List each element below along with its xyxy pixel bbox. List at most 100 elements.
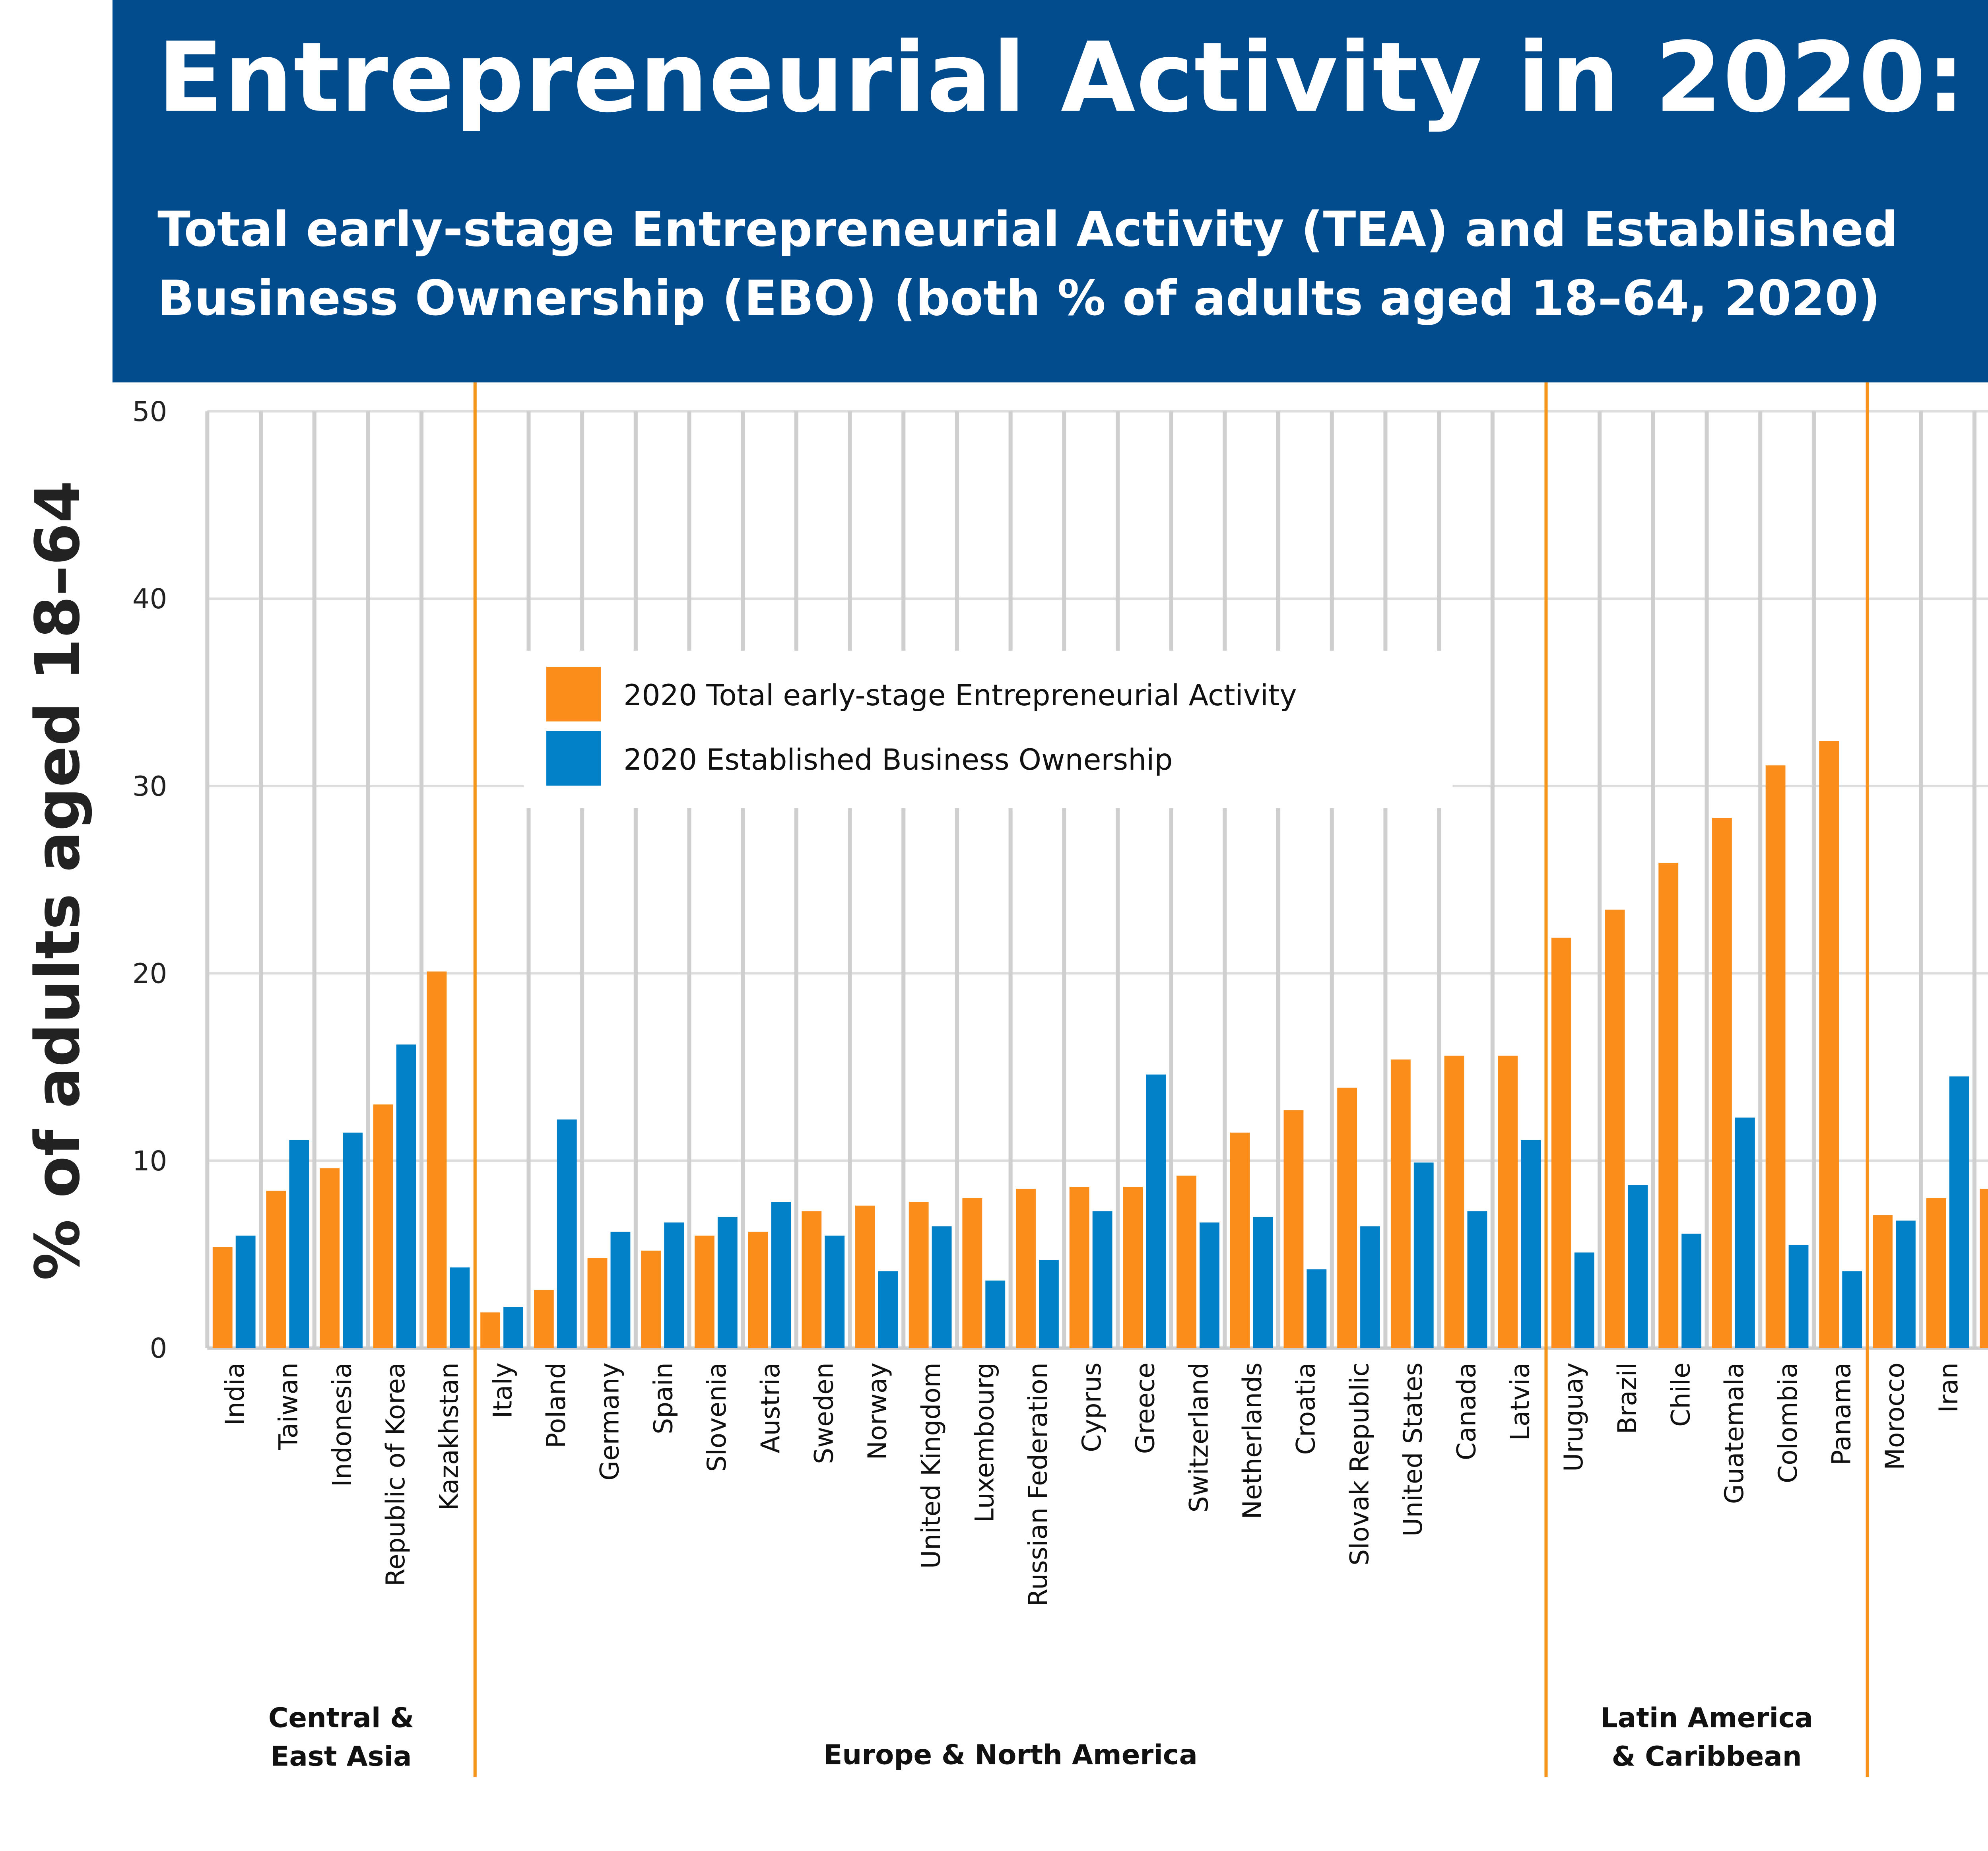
- y-tick-label: 20: [132, 958, 167, 990]
- legend-box: [524, 650, 1453, 808]
- bar-tea-16: [1069, 1187, 1089, 1348]
- bar-tea-30: [1819, 741, 1839, 1348]
- region-dividers: [473, 382, 1869, 1777]
- bar-ebo-21: [1360, 1226, 1380, 1348]
- bar-ebo-24: [1521, 1140, 1541, 1348]
- region-label: Central &: [268, 1702, 414, 1734]
- bar-ebo-3: [396, 1044, 416, 1348]
- bar-tea-3: [373, 1104, 393, 1348]
- bar-ebo-5: [503, 1307, 523, 1348]
- bar-ebo-29: [1788, 1245, 1809, 1348]
- bar-ebo-16: [1092, 1211, 1112, 1348]
- x-tick-label: Kazakhstan: [435, 1362, 464, 1511]
- x-tick-label: Italy: [488, 1362, 518, 1418]
- bar-ebo-23: [1467, 1211, 1487, 1348]
- bar-tea-2: [320, 1168, 340, 1348]
- region-label: East Asia: [271, 1741, 412, 1773]
- x-tick-label: Guatemala: [1720, 1362, 1749, 1504]
- x-tick-label: Morocco: [1880, 1362, 1910, 1470]
- bar-ebo-17: [1146, 1074, 1166, 1348]
- bar-ebo-18: [1200, 1222, 1219, 1348]
- bar-tea-27: [1658, 863, 1679, 1348]
- x-tick-label: Poland: [542, 1362, 571, 1448]
- bar-ebo-28: [1735, 1118, 1755, 1348]
- x-tick-label: Chile: [1666, 1362, 1696, 1427]
- bar-tea-19: [1230, 1132, 1250, 1348]
- x-tick-label: Republic of Korea: [381, 1362, 411, 1586]
- axis-labels: 0 10 20 30 40 50 Central & East Asia Europe & No…: [132, 396, 1988, 1773]
- bar-ebo-14: [985, 1281, 1006, 1348]
- bar-tea-14: [962, 1198, 982, 1348]
- legend-label: 2020 Established Business Ownership: [623, 743, 1173, 777]
- x-tick-label: Uruguay: [1559, 1362, 1589, 1472]
- bar-ebo-19: [1253, 1217, 1273, 1348]
- x-tick-label: Russian Federation: [1023, 1362, 1053, 1607]
- bar-tea-1: [266, 1190, 286, 1348]
- legend-swatch-1: [546, 731, 601, 786]
- x-tick-label: Iran: [1934, 1362, 1964, 1413]
- bar-tea-26: [1605, 910, 1625, 1348]
- x-tick-label: Switzerland: [1184, 1362, 1214, 1512]
- bar-ebo-9: [717, 1217, 738, 1348]
- header-banner: Entrepreneurial Activity in 2020: Total …: [112, 0, 1988, 382]
- region-label: Latin America: [1600, 1702, 1813, 1734]
- region-label: & Caribbean: [1611, 1741, 1802, 1773]
- bar-tea-31: [1873, 1215, 1893, 1348]
- x-tick-label: Sweden: [809, 1362, 839, 1464]
- bar-tea-8: [641, 1250, 661, 1348]
- bar-ebo-30: [1842, 1271, 1862, 1348]
- x-tick-label: India: [220, 1362, 250, 1426]
- x-tick-label: Germany: [595, 1362, 625, 1480]
- bar-tea-6: [534, 1290, 554, 1348]
- x-tick-label: Slovenia: [702, 1362, 732, 1472]
- bar-ebo-13: [932, 1226, 952, 1348]
- y-tick-label: 30: [132, 770, 167, 802]
- bar-ebo-4: [450, 1267, 470, 1348]
- bar-ebo-27: [1681, 1234, 1702, 1348]
- bar-ebo-2: [343, 1132, 363, 1348]
- x-tick-label: Taiwan: [274, 1362, 304, 1450]
- x-tick-label: United Kingdom: [916, 1362, 946, 1569]
- bar-tea-32: [1926, 1198, 1946, 1348]
- bar-tea-33: [1980, 1189, 1988, 1348]
- bar-ebo-10: [771, 1202, 791, 1348]
- page-subtitle: Total early-stage Entrepreneurial Activi…: [157, 202, 1898, 328]
- x-tick-label: Latvia: [1505, 1362, 1535, 1441]
- y-tick-label: 50: [132, 396, 167, 428]
- x-tick-label: Canada: [1452, 1362, 1482, 1460]
- legend: 2020 Total early-stage Entrepreneurial A…: [524, 650, 1453, 808]
- bar-tea-21: [1337, 1087, 1357, 1348]
- x-tick-label: Austria: [756, 1362, 786, 1453]
- x-tick-label: Spain: [648, 1362, 678, 1434]
- bar-tea-28: [1712, 818, 1732, 1348]
- page-title: Entrepreneurial Activity in 2020:: [157, 22, 1966, 135]
- bar-ebo-6: [557, 1119, 577, 1348]
- x-tick-label: United States: [1398, 1362, 1428, 1537]
- bar-tea-25: [1551, 937, 1571, 1348]
- bar-ebo-20: [1307, 1269, 1327, 1348]
- bar-ebo-7: [610, 1232, 631, 1348]
- x-tick-label: Croatia: [1291, 1362, 1321, 1455]
- bar-tea-20: [1283, 1110, 1304, 1348]
- bar-tea-17: [1123, 1187, 1143, 1348]
- y-tick-label: 0: [150, 1333, 167, 1364]
- bar-tea-13: [909, 1202, 929, 1348]
- bar-ebo-1: [289, 1140, 309, 1348]
- grid-layer: [205, 410, 1988, 1350]
- x-tick-label: Greece: [1131, 1362, 1161, 1454]
- x-tick-label: Panama: [1827, 1362, 1857, 1465]
- bar-ebo-22: [1413, 1162, 1434, 1348]
- bar-ebo-8: [664, 1222, 684, 1348]
- bar-tea-4: [427, 971, 447, 1348]
- bar-tea-9: [694, 1236, 714, 1348]
- x-tick-label: Colombia: [1773, 1362, 1803, 1483]
- x-tick-label: Slovak Republic: [1345, 1362, 1375, 1566]
- x-tick-label: Luxembourg: [970, 1362, 1000, 1523]
- x-tick-label: Indonesia: [327, 1362, 357, 1487]
- x-tick-label: Netherlands: [1238, 1362, 1268, 1519]
- bar-tea-22: [1390, 1059, 1411, 1348]
- bar-tea-10: [748, 1232, 768, 1348]
- bar-tea-11: [802, 1211, 822, 1348]
